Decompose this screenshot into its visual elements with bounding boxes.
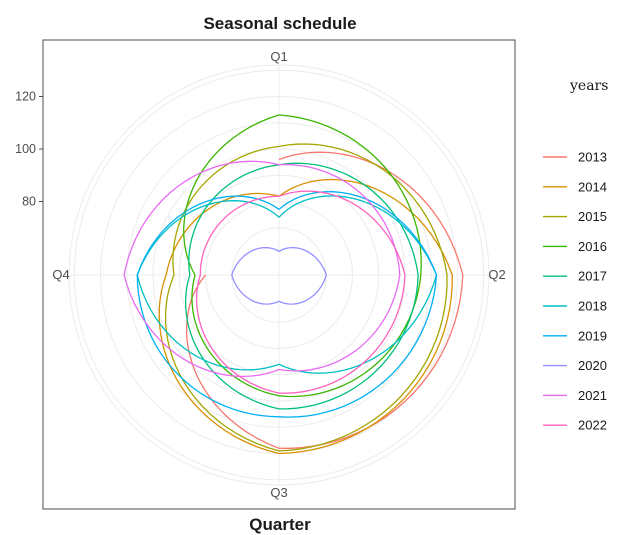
series-line-2015: [164, 143, 448, 452]
series-line-2022: [195, 190, 406, 394]
series-line-2021: [123, 160, 401, 378]
radial-tick-label: 100: [15, 142, 36, 156]
legend-title: years: [569, 78, 608, 94]
legend-label: 2022: [578, 418, 607, 433]
series-line-2016: [183, 114, 422, 398]
legend-label: 2019: [578, 328, 607, 343]
series-line-2017: [184, 162, 419, 410]
series-line-2014: [158, 178, 453, 455]
legend-label: 2020: [578, 358, 607, 373]
legend-label: 2014: [578, 179, 607, 194]
radial-tick-label: 80: [22, 195, 36, 209]
x-axis-title: Quarter: [249, 515, 311, 534]
quarter-label: Q3: [270, 485, 287, 500]
legend: years 2013 2014 2015 2016 2017 2018 2019 2020 20…: [543, 78, 608, 433]
series-lines: [123, 114, 464, 455]
legend-label: 2017: [578, 269, 607, 284]
legend-label: 2013: [578, 150, 607, 165]
quarter-label: Q4: [52, 267, 69, 282]
quarter-label: Q2: [488, 267, 505, 282]
quarter-label: Q1: [270, 49, 287, 64]
legend-label: 2016: [578, 239, 607, 254]
legend-label: 2021: [578, 388, 607, 403]
radial-tick-label: 120: [15, 90, 36, 104]
series-line-2019: [136, 190, 438, 418]
series-line-2020: [231, 246, 327, 305]
chart-title: Seasonal schedule: [203, 14, 356, 33]
series-line-2013: [185, 151, 464, 449]
axis-labels: 80 100 120 Q1 Q2 Q3 Q4: [15, 49, 506, 500]
series-line-2018: [136, 195, 438, 374]
legend-label: 2018: [578, 299, 607, 314]
legend-label: 2015: [578, 209, 607, 224]
polar-grid: [68, 64, 490, 486]
